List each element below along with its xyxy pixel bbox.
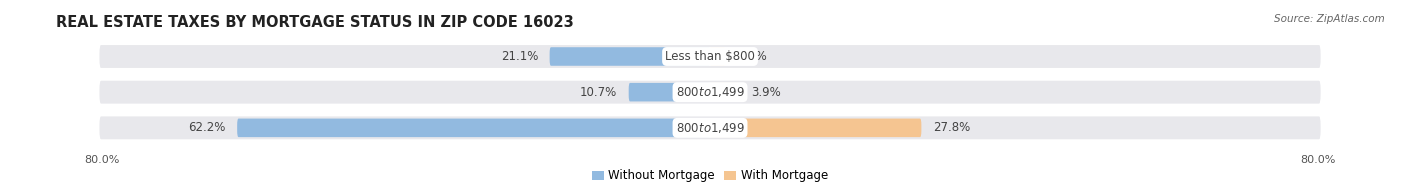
- Text: REAL ESTATE TAXES BY MORTGAGE STATUS IN ZIP CODE 16023: REAL ESTATE TAXES BY MORTGAGE STATUS IN …: [56, 15, 574, 30]
- Legend: Without Mortgage, With Mortgage: Without Mortgage, With Mortgage: [588, 165, 832, 187]
- FancyBboxPatch shape: [710, 83, 740, 101]
- FancyBboxPatch shape: [98, 44, 1322, 69]
- Text: 10.7%: 10.7%: [581, 86, 617, 99]
- Text: 3.9%: 3.9%: [751, 86, 780, 99]
- FancyBboxPatch shape: [628, 83, 710, 101]
- FancyBboxPatch shape: [550, 47, 710, 66]
- FancyBboxPatch shape: [98, 115, 1322, 141]
- FancyBboxPatch shape: [710, 119, 921, 137]
- Text: 62.2%: 62.2%: [188, 121, 226, 134]
- FancyBboxPatch shape: [710, 47, 725, 66]
- FancyBboxPatch shape: [238, 119, 710, 137]
- Text: $800 to $1,499: $800 to $1,499: [675, 85, 745, 99]
- FancyBboxPatch shape: [98, 79, 1322, 105]
- Text: $800 to $1,499: $800 to $1,499: [675, 121, 745, 135]
- Text: 27.8%: 27.8%: [932, 121, 970, 134]
- Text: 21.1%: 21.1%: [501, 50, 538, 63]
- Text: Source: ZipAtlas.com: Source: ZipAtlas.com: [1274, 14, 1385, 24]
- Text: Less than $800: Less than $800: [665, 50, 755, 63]
- Text: 2.0%: 2.0%: [737, 50, 766, 63]
